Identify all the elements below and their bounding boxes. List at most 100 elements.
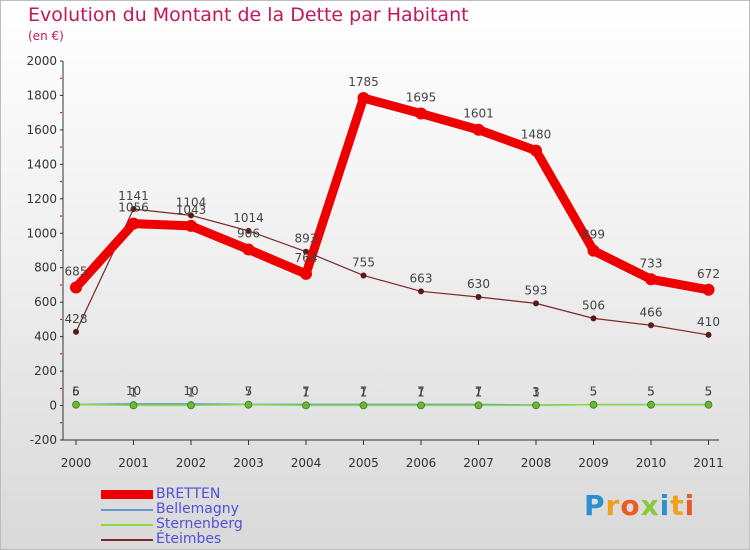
data-point-eteimbes (475, 294, 482, 301)
data-label-bellemagny: 3 (532, 385, 540, 399)
x-tick-label: 2009 (578, 456, 609, 470)
data-label-sternenberg: 1 (417, 385, 425, 399)
data-point-sternenberg (129, 401, 138, 410)
data-label-bellemagny: 5 (705, 385, 713, 399)
data-label-bretten: 685 (65, 265, 88, 279)
data-label-bellemagny: 7 (475, 384, 483, 398)
x-tick-label: 2004 (291, 456, 322, 470)
data-label-eteimbes: 893 (295, 232, 318, 246)
logo-letter: i (659, 489, 671, 522)
data-label-bellemagny: 10 (183, 384, 198, 398)
series-line-sternenberg (75, 403, 710, 407)
chart-unit: (en €) (28, 29, 64, 43)
series-lines-group (70, 92, 715, 410)
data-point-sternenberg (532, 401, 540, 410)
data-label-eteimbes: 1104 (176, 195, 207, 209)
data-point-eteimbes (418, 288, 424, 295)
data-point-eteimbes (188, 212, 194, 219)
x-tick-label: 2002 (176, 456, 207, 470)
x-tick-label: 2003 (233, 456, 264, 470)
y-tick-label: 1400 (26, 157, 57, 171)
data-point-bretten (645, 273, 657, 286)
data-label-bellemagny: 10 (126, 384, 141, 398)
data-point-bretten (242, 243, 255, 256)
x-tick-label: 2006 (406, 456, 437, 470)
legend: BRETTEN Bellemagny Sternenberg Éteimbes (101, 487, 243, 547)
data-label-bretten: 1056 (118, 201, 149, 215)
logo-letter: t (670, 489, 685, 522)
data-label-bretten: 906 (237, 226, 260, 240)
axes-group: -200 0 200 400 600 800 1000 1200 1400 1600 1800 200… (26, 54, 723, 470)
legend-item-bellemagny: Bellemagny (101, 502, 243, 517)
legend-swatch-eteimbes (101, 538, 153, 541)
data-label-eteimbes: 1141 (118, 189, 149, 203)
data-label-sternenberg: 1 (130, 385, 138, 399)
series-line-eteimbes (75, 208, 710, 336)
data-point-bretten (587, 244, 600, 257)
data-point-eteimbes (245, 227, 252, 234)
data-label-sternenberg: 5 (72, 385, 80, 399)
data-label-bellemagny: 7 (360, 384, 368, 398)
data-label-sternenberg: 5 (590, 385, 598, 399)
data-point-eteimbes (648, 322, 654, 329)
legend-item-bretten: BRETTEN (101, 487, 243, 502)
data-point-bretten (70, 281, 82, 294)
legend-swatch-bretten (101, 490, 153, 499)
data-label-bretten: 1695 (406, 91, 437, 105)
y-tick-label: 1600 (26, 123, 57, 137)
y-tick-label: -200 (30, 433, 57, 447)
logo-letter: P (584, 489, 606, 522)
series-line-bretten (71, 93, 713, 295)
data-label-eteimbes: 593 (525, 283, 548, 297)
data-label-bretten: 1480 (521, 128, 552, 142)
data-label-bellemagny: 7 (302, 384, 310, 398)
legend-label-eteimbes: Éteimbes (156, 531, 222, 547)
data-label-sternenberg: 5 (705, 385, 713, 399)
data-point-eteimbes (705, 331, 712, 338)
data-label-eteimbes: 428 (65, 312, 88, 326)
legend-swatch-sternenberg (101, 523, 153, 526)
data-point-sternenberg (359, 401, 368, 410)
data-point-sternenberg (417, 401, 425, 410)
legend-item-eteimbes: Éteimbes (101, 532, 243, 547)
legend-swatch-bellemagny (101, 508, 153, 511)
data-point-sternenberg (72, 400, 80, 409)
y-tick-label: 1000 (26, 226, 57, 240)
x-tick-label: 2005 (348, 456, 379, 470)
data-label-eteimbes: 755 (352, 255, 375, 269)
data-point-bretten (415, 107, 427, 120)
x-tick-label: 2001 (118, 456, 149, 470)
data-label-eteimbes: 410 (697, 315, 720, 329)
y-tick-label: 0 (49, 399, 57, 413)
data-point-bretten (530, 144, 542, 157)
data-point-eteimbes (73, 328, 79, 335)
legend-label-bellemagny: Bellemagny (156, 501, 239, 517)
x-tick-label: 2011 (693, 456, 724, 470)
y-tick-label: 1800 (26, 88, 57, 102)
data-point-eteimbes (130, 205, 137, 212)
data-point-sternenberg (302, 401, 310, 410)
data-label-sternenberg: 1 (360, 385, 368, 399)
data-label-bretten: 899 (582, 228, 605, 242)
data-label-bellemagny: 5 (647, 385, 655, 399)
data-label-bellemagny: 6 (72, 385, 80, 399)
y-tick-label: 1200 (26, 192, 57, 206)
x-tick-label: 2007 (463, 456, 494, 470)
data-label-sternenberg: 1 (187, 385, 195, 399)
data-label-bretten: 1043 (176, 203, 207, 217)
data-label-bretten: 764 (295, 251, 318, 265)
data-point-bretten (300, 267, 312, 280)
data-point-bretten (127, 217, 140, 230)
data-label-bellemagny: 7 (245, 384, 253, 398)
data-label-eteimbes: 663 (410, 271, 433, 285)
logo-letter: x (640, 489, 660, 522)
y-tick-label: 200 (34, 364, 57, 378)
data-label-bretten: 672 (697, 267, 720, 281)
data-point-eteimbes (360, 272, 367, 279)
data-point-sternenberg (474, 401, 483, 410)
data-label-sternenberg: 5 (245, 385, 253, 399)
x-tick-label: 2010 (636, 456, 667, 470)
data-point-sternenberg (187, 401, 195, 410)
